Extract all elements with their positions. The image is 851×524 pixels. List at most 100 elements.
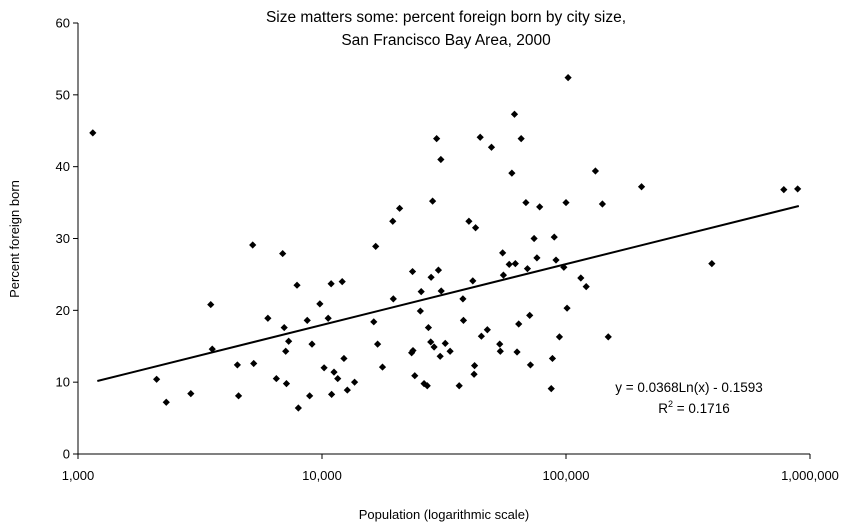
- data-point: [411, 372, 419, 380]
- data-point: [250, 359, 258, 368]
- data-point: [282, 347, 290, 355]
- data-point: [282, 380, 291, 388]
- data-point: [794, 185, 802, 193]
- data-point: [505, 260, 513, 268]
- x-tick-label: 10,000: [302, 468, 342, 483]
- data-point: [208, 345, 216, 353]
- data-point: [264, 314, 272, 322]
- data-point: [89, 129, 97, 137]
- data-point: [441, 339, 449, 347]
- y-tick-label: 60: [56, 16, 70, 31]
- data-point: [526, 361, 535, 369]
- data-point: [508, 169, 516, 177]
- data-point: [470, 370, 478, 378]
- data-point: [564, 73, 572, 82]
- data-point: [427, 273, 435, 281]
- data-point: [598, 200, 607, 208]
- data-point: [477, 332, 485, 340]
- data-point: [562, 198, 570, 207]
- y-tick-label: 40: [56, 159, 70, 174]
- data-point: [434, 266, 443, 274]
- data-point: [515, 320, 523, 328]
- r2-prefix: R: [658, 401, 668, 416]
- data-point: [280, 323, 288, 332]
- data-point: [511, 260, 519, 268]
- data-point: [470, 362, 479, 370]
- data-point: [327, 280, 335, 288]
- data-point: [249, 241, 257, 249]
- data-point: [533, 254, 541, 262]
- data-point: [591, 167, 600, 175]
- data-point: [308, 340, 316, 348]
- data-point: [334, 374, 342, 383]
- y-tick-label: 50: [56, 87, 70, 102]
- y-tick-label: 20: [56, 303, 70, 318]
- data-point: [496, 347, 504, 355]
- data-point: [780, 186, 788, 194]
- data-point: [536, 203, 544, 211]
- data-point: [427, 338, 435, 346]
- data-point: [396, 204, 404, 212]
- data-point: [517, 135, 525, 143]
- data-point: [708, 260, 716, 268]
- data-point: [416, 307, 424, 315]
- data-point: [437, 155, 445, 164]
- data-point: [338, 278, 346, 286]
- data-point: [560, 263, 568, 271]
- data-point: [207, 300, 215, 309]
- x-tick-label: 1,000: [62, 468, 95, 483]
- data-point: [389, 295, 397, 303]
- data-point: [303, 316, 311, 324]
- data-point: [417, 288, 425, 296]
- data-point: [306, 392, 314, 400]
- data-point: [530, 234, 538, 243]
- data-point: [340, 354, 348, 363]
- trendline: [97, 205, 800, 382]
- data-point: [459, 316, 468, 324]
- data-point: [499, 271, 508, 279]
- x-tick-label: 1,000,000: [781, 468, 839, 483]
- data-point: [233, 361, 241, 369]
- data-point: [563, 304, 571, 312]
- data-point: [272, 374, 280, 383]
- data-point: [424, 323, 433, 332]
- data-point: [522, 198, 530, 207]
- y-tick-label: 30: [56, 231, 70, 246]
- data-points: [89, 73, 802, 412]
- data-point: [577, 274, 585, 282]
- data-point: [408, 267, 417, 276]
- data-point: [153, 375, 161, 383]
- data-point: [378, 363, 387, 371]
- r2-value: = 0.1716: [673, 401, 730, 416]
- y-axis-ticks: 0 10 20 30 40 50 60: [56, 16, 78, 462]
- data-point: [446, 347, 454, 355]
- data-point: [389, 217, 397, 225]
- data-point: [499, 249, 507, 257]
- data-point: [510, 110, 519, 118]
- data-point: [433, 135, 441, 143]
- data-point: [455, 382, 463, 390]
- data-point: [548, 354, 557, 363]
- chart-title-line-1: Size matters some: percent foreign born …: [266, 9, 626, 26]
- data-point: [483, 326, 491, 334]
- data-point: [429, 197, 437, 205]
- y-tick-label: 10: [56, 375, 70, 390]
- data-point: [320, 364, 328, 372]
- data-point: [436, 352, 444, 360]
- data-point: [234, 392, 243, 400]
- data-point: [469, 277, 477, 285]
- y-axis-title: Percent foreign born: [7, 180, 22, 298]
- x-tick-label: 100,000: [543, 468, 590, 483]
- data-point: [279, 249, 287, 258]
- data-point: [423, 382, 431, 390]
- data-point: [187, 390, 195, 398]
- x-axis-ticks: 1,000 10,000 100,000 1,000,000: [62, 454, 839, 483]
- data-point: [487, 143, 496, 151]
- chart-title-line-2: San Francisco Bay Area, 2000: [341, 32, 551, 49]
- data-point: [330, 368, 338, 376]
- data-point: [374, 340, 382, 348]
- data-point: [550, 233, 558, 241]
- data-point: [637, 183, 646, 191]
- data-point: [547, 385, 555, 393]
- data-point: [526, 311, 534, 319]
